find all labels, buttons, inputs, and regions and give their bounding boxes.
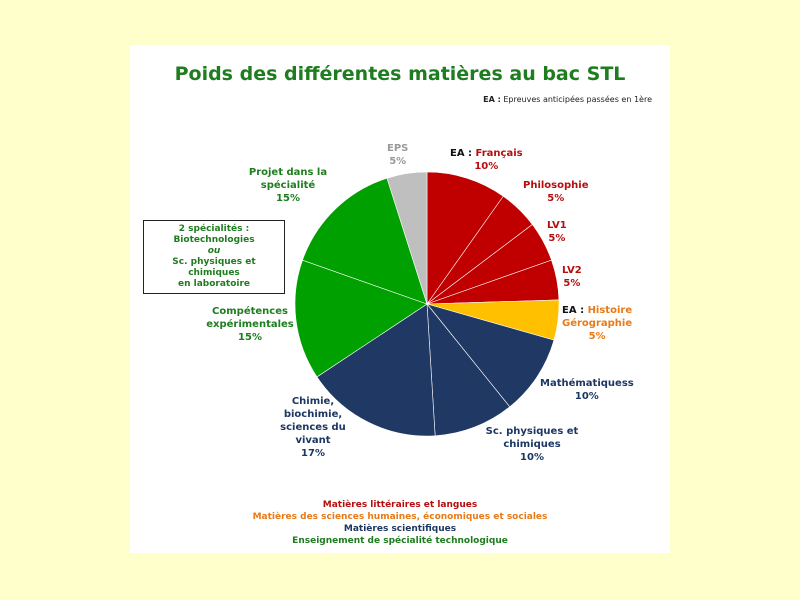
- pie-slice-5: [426, 303, 555, 408]
- slice-value-philosophie: 5%: [547, 193, 565, 204]
- slice-label-chimie: Chimie, biochimie, sciences du vivant 17…: [280, 396, 346, 459]
- slice-label-competences: Compétences expérimentales 15%: [206, 306, 294, 343]
- slice-value-chimie: 17%: [301, 448, 325, 459]
- slice-value-histoire: 5%: [588, 331, 606, 342]
- legend-item-litteraires: Matières littéraires et langues: [322, 500, 478, 510]
- slice-value-francais: 10%: [474, 161, 499, 172]
- chart-title: Poids des différentes matières au bac ST…: [174, 63, 626, 85]
- legend-item-specialite: Enseignement de spécialité technologique: [292, 536, 508, 546]
- slice-value-competences: 15%: [238, 332, 262, 343]
- slice-value-lv1: 5%: [548, 233, 566, 244]
- note-prefix: EA :: [483, 95, 501, 104]
- pie-slice-8: [294, 259, 428, 378]
- slice-label-mathematiques: Mathématiquess 10%: [540, 378, 634, 402]
- slice-label-sc-physiques: Sc. physiques et chimiques 10%: [485, 426, 579, 463]
- pie-chart: [294, 171, 560, 437]
- pie-slice-6: [426, 303, 511, 437]
- slice-label-lv1: LV1 5%: [547, 220, 567, 244]
- slice-label-histoire: EA : Histoire Gérographie 5%: [562, 305, 633, 342]
- pie-slice-7: [316, 303, 436, 437]
- slice-label-francais: EA : Français 10%: [450, 148, 523, 172]
- pie-slice-0: [426, 171, 504, 305]
- slice-value-projet: 15%: [276, 193, 300, 204]
- note-text: Epreuves anticipées passées en 1ère: [503, 95, 652, 104]
- slice-label-projet: Projet dans la spécialité 15%: [248, 167, 328, 204]
- slice-label-lv2: LV2 5%: [562, 265, 582, 289]
- legend-item-sciences-humaines: Matières des sciences humaines, économiq…: [252, 512, 548, 522]
- slice-value-sc-physiques: 10%: [520, 452, 544, 463]
- legend-item-scientifiques: Matières scientifiques: [343, 524, 457, 534]
- pie-slice-9: [302, 177, 428, 305]
- specialites-box: 2 spécialités : Biotechnologies ou Sc. p…: [143, 220, 285, 294]
- slice-label-philosophie: Philosophie 5%: [523, 180, 589, 204]
- chart-card: Poids des différentes matières au bac ST…: [130, 45, 670, 553]
- slice-label-eps: EPS 5%: [387, 143, 409, 167]
- slice-value-eps: 5%: [389, 156, 407, 167]
- pie-slice-10: [386, 171, 428, 305]
- chart-legend: Matières littéraires et langues Matières…: [130, 499, 670, 547]
- slice-value-lv2: 5%: [563, 278, 581, 289]
- slice-value-mathematiques: 10%: [574, 391, 599, 402]
- abbreviation-note: EA : Epreuves anticipées passées en 1ère: [483, 95, 652, 104]
